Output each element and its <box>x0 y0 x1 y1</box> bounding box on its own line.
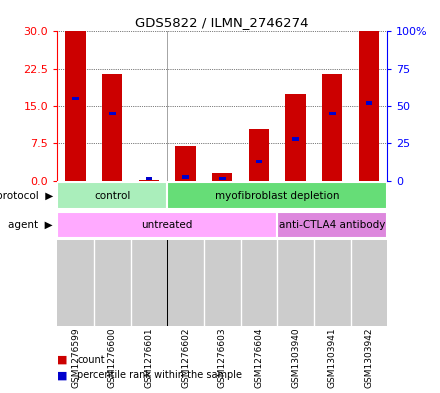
Bar <box>277 212 387 238</box>
Bar <box>212 173 232 181</box>
Text: count: count <box>77 354 105 365</box>
Bar <box>146 177 152 180</box>
Bar <box>366 101 372 105</box>
Bar <box>329 112 336 115</box>
Text: anti-CTLA4 antibody: anti-CTLA4 antibody <box>279 220 385 230</box>
Bar <box>139 180 159 181</box>
Text: myofibroblast depletion: myofibroblast depletion <box>215 191 339 200</box>
Bar <box>176 146 196 181</box>
Bar <box>256 160 262 163</box>
Bar <box>72 97 79 100</box>
Text: agent  ▶: agent ▶ <box>8 220 53 230</box>
Bar <box>57 182 167 209</box>
Bar <box>167 182 387 209</box>
Bar <box>249 129 269 181</box>
Bar <box>286 94 306 181</box>
Bar <box>292 137 299 141</box>
Text: untreated: untreated <box>142 220 193 230</box>
Bar <box>219 177 226 180</box>
Text: protocol  ▶: protocol ▶ <box>0 191 53 200</box>
Bar <box>359 31 379 181</box>
Bar <box>102 74 122 181</box>
Text: percentile rank within the sample: percentile rank within the sample <box>77 370 242 380</box>
Title: GDS5822 / ILMN_2746274: GDS5822 / ILMN_2746274 <box>136 16 309 29</box>
Bar <box>182 175 189 179</box>
Bar <box>66 31 86 181</box>
Text: control: control <box>94 191 130 200</box>
Text: ■: ■ <box>57 370 68 380</box>
Text: ■: ■ <box>57 354 68 365</box>
Bar <box>109 112 116 115</box>
Bar <box>322 74 342 181</box>
Bar <box>57 212 277 238</box>
